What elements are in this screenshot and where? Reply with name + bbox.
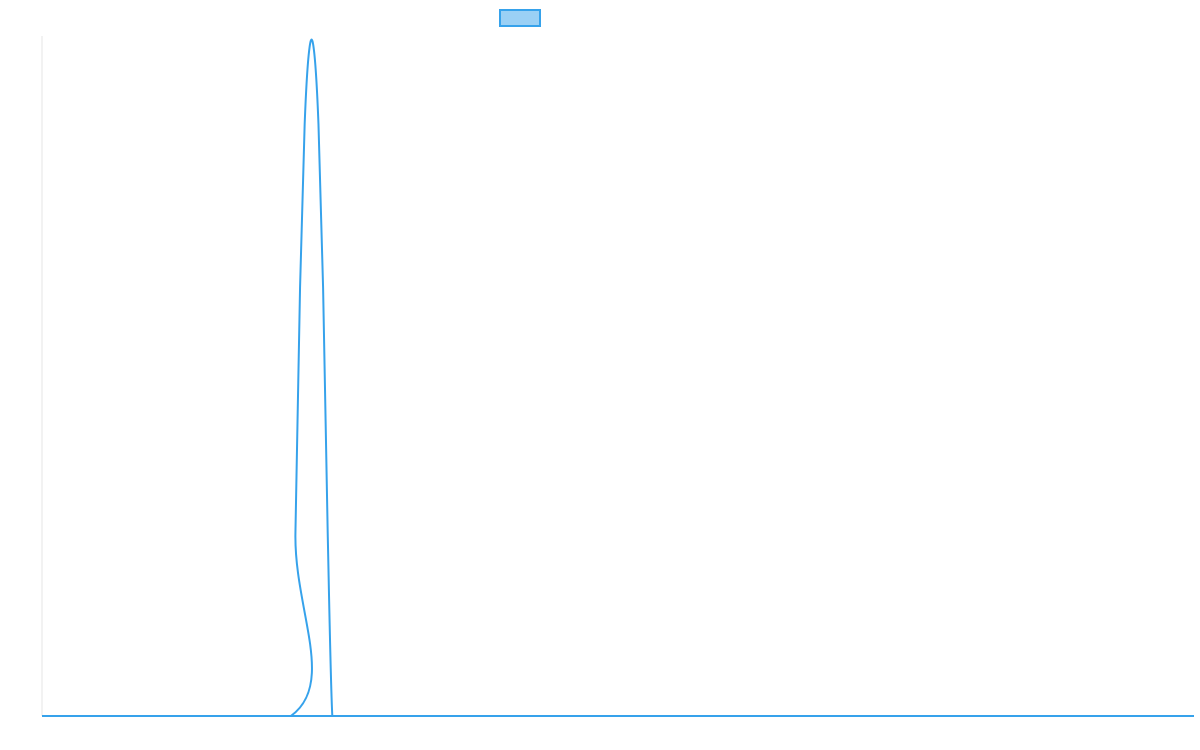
legend-swatch-0[interactable] <box>499 9 541 27</box>
legend-layer[interactable] <box>499 9 541 27</box>
series-layer <box>42 38 1194 718</box>
series-line-0 <box>42 38 1194 718</box>
axes-layer <box>41 36 1194 717</box>
